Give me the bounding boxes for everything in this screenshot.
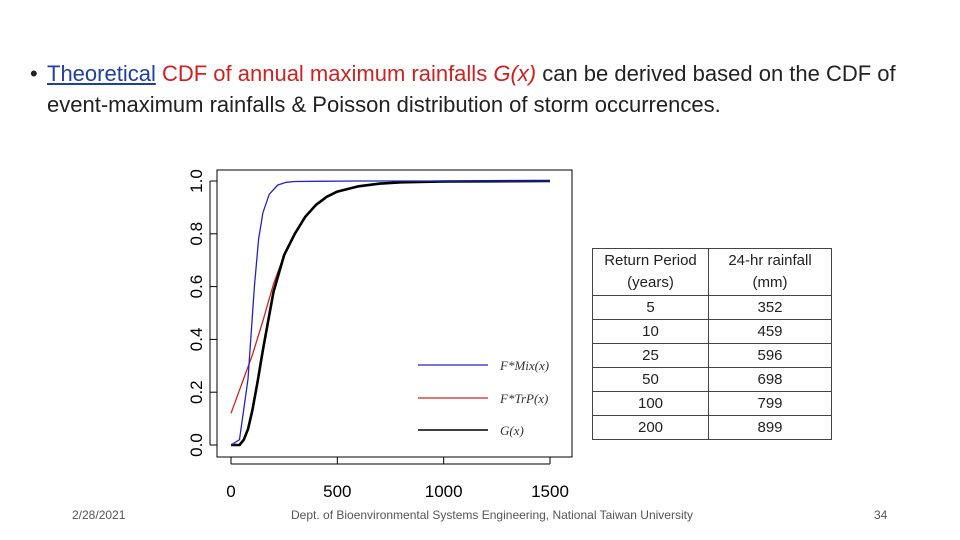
y-tick-label: 0.8 (187, 222, 206, 246)
x-tick-label: 500 (323, 482, 351, 500)
header-return-period: Return Period (years) (592, 248, 709, 296)
table-row: 25 596 (592, 343, 832, 368)
chart-series (230, 179, 551, 447)
legend-label: G(x) (500, 423, 524, 438)
table-row: 10 459 (592, 319, 832, 344)
theoretical-link[interactable]: Theoretical (47, 61, 156, 86)
return-period-table: Return Period (years) 24-hr rainfall (mm) … (592, 248, 832, 440)
table-row: 100 799 (592, 391, 832, 416)
legend-label: F*Mix(x) (499, 358, 549, 373)
x-tick-label: 1500 (531, 482, 569, 500)
bullet-rest: can be derived based on the CDF of event… (47, 61, 896, 117)
y-tick-label: 0.6 (187, 275, 206, 299)
footer-page-number: 34 (874, 508, 888, 522)
y-tick-label: 1.0 (187, 169, 206, 193)
series-line-g (231, 179, 551, 447)
bullet-text: • Theoretical CDF of annual maximum rain… (30, 58, 930, 120)
series-line-mix (230, 180, 550, 446)
y-tick-label: 0.0 (187, 433, 206, 457)
header-rainfall: 24-hr rainfall (mm) (708, 248, 832, 296)
table-row: 5 352 (592, 295, 832, 320)
bullet-body: Theoretical CDF of annual maximum rainfa… (30, 58, 930, 120)
x-tick-label: 0 (226, 482, 235, 500)
bullet-marker: • (30, 61, 38, 86)
x-tick-label: 1000 (425, 482, 463, 500)
y-tick-label: 0.2 (187, 380, 206, 404)
plot-frame (216, 169, 573, 458)
table-row: 200 899 (592, 415, 832, 440)
y-tick-label: 0.4 (187, 328, 206, 352)
chart-legend: F*Mix(x) F*TrP(x) G(x) (418, 358, 549, 438)
gx-term: G(x) (493, 61, 537, 86)
footer-department: Dept. of Bioenvironmental Systems Engine… (291, 508, 693, 522)
series-line-trp (230, 180, 551, 414)
chart-axes: 0.0 0.2 0.4 0.6 0.8 1.0 0 500 1000 1500 (187, 169, 573, 500)
cdf-chart: 0.00.20.40.60.81.00 500 1000 1500 F*Mix(x)F… (187, 169, 573, 500)
table-row: 50 698 (592, 367, 832, 392)
cdf-phrase: CDF of annual maximum rainfalls (161, 61, 488, 86)
legend-label: F*TrP(x) (499, 391, 548, 406)
footer-date: 2/28/2021 (72, 508, 126, 522)
